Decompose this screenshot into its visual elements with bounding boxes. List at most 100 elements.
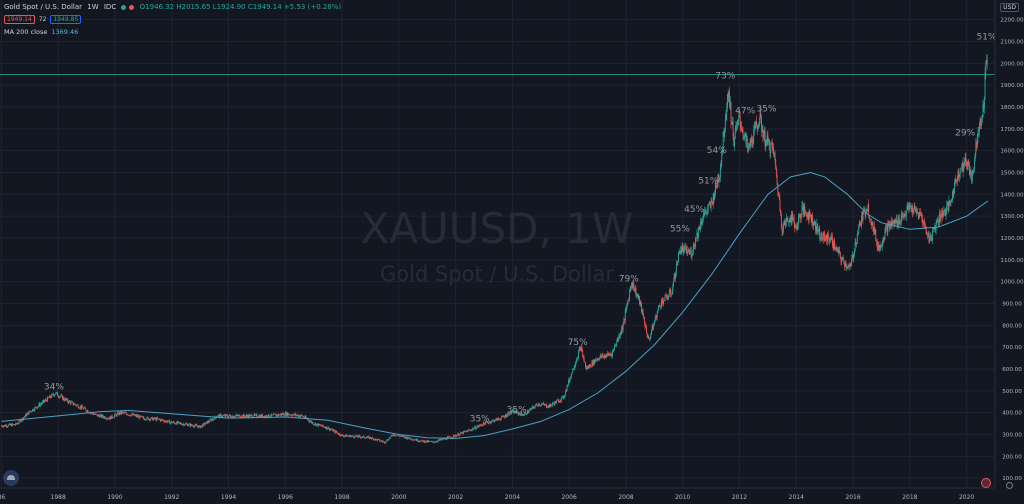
candle [93,414,95,415]
tradingview-logo-icon[interactable] [3,470,19,486]
candle [480,424,481,426]
candle [624,319,625,321]
indicator-legend[interactable]: MA 200 close 1369.46 [4,28,78,36]
currency-button[interactable]: USD [1000,3,1019,12]
candle [790,215,792,223]
candle [74,403,75,405]
candle [108,418,110,419]
candle [458,433,459,436]
indicator-value: 1369.46 [51,28,79,36]
gear-icon[interactable] [1006,482,1013,489]
candle [736,121,738,127]
candle [644,323,646,328]
candle [323,426,325,428]
candle [334,430,336,433]
candle [780,213,782,227]
candle [191,425,193,426]
candle [407,438,409,440]
candle [100,414,102,416]
candle [637,295,639,298]
candle [986,59,987,63]
candle [296,414,298,416]
candle [705,212,707,214]
candle [562,395,564,397]
candle [450,437,452,438]
candle [773,147,775,155]
candle [791,213,793,223]
candle [514,411,515,414]
candle [428,441,430,443]
candle [255,414,257,416]
candle [550,405,552,406]
candle [720,161,722,168]
ask-button[interactable]: 1949.85 [50,15,82,24]
candle [625,309,627,312]
candle [28,411,30,415]
candle [792,213,794,218]
candle [484,421,486,425]
candle [475,428,477,430]
candle [868,204,870,217]
candle [827,232,828,243]
candle [460,432,462,434]
candle [567,385,569,386]
close-icon[interactable] [129,4,135,10]
candle [404,436,406,438]
candle [218,414,220,418]
candle [87,410,89,413]
candle [554,401,556,405]
candle [612,349,614,352]
candle [930,234,932,240]
x-tick-label: 2006 [562,494,577,501]
candle [303,416,305,418]
candle [701,221,703,225]
candle [929,238,931,243]
candle [508,413,510,416]
candle [939,212,941,223]
candle [920,214,922,216]
candle [166,420,168,423]
candle [504,416,506,418]
candle [416,438,418,441]
candle [491,420,493,422]
candle [778,195,780,200]
candle [414,439,415,441]
candle [676,264,678,265]
candle [213,419,215,420]
candle [563,396,565,399]
annotation-label: 55% [670,224,690,234]
candle [787,219,789,222]
candle [731,121,733,125]
candle [706,210,708,214]
candle [445,439,447,440]
candle [471,429,473,431]
candle [154,417,156,419]
candle [902,216,904,218]
candle [564,394,566,397]
candle [392,435,393,436]
candle [594,359,596,365]
candle [859,221,861,223]
candle [866,209,868,211]
candle [692,251,694,256]
candle [558,399,559,403]
candle [502,416,504,417]
candle [52,393,54,396]
candle [947,202,948,206]
candle [425,440,427,443]
us-flag-icon[interactable] [981,478,991,488]
bid-button[interactable]: 1949.14 [4,15,35,24]
candle [499,419,501,421]
eye-icon[interactable] [121,4,127,10]
candle [636,294,638,296]
candle [612,351,613,357]
candle [92,413,94,415]
candle [717,178,718,187]
candle [552,402,554,405]
candle [72,401,74,405]
candle [287,413,289,416]
candle [912,210,914,213]
y-tick-label: 1100.00 [1000,258,1024,264]
candle [388,438,390,441]
